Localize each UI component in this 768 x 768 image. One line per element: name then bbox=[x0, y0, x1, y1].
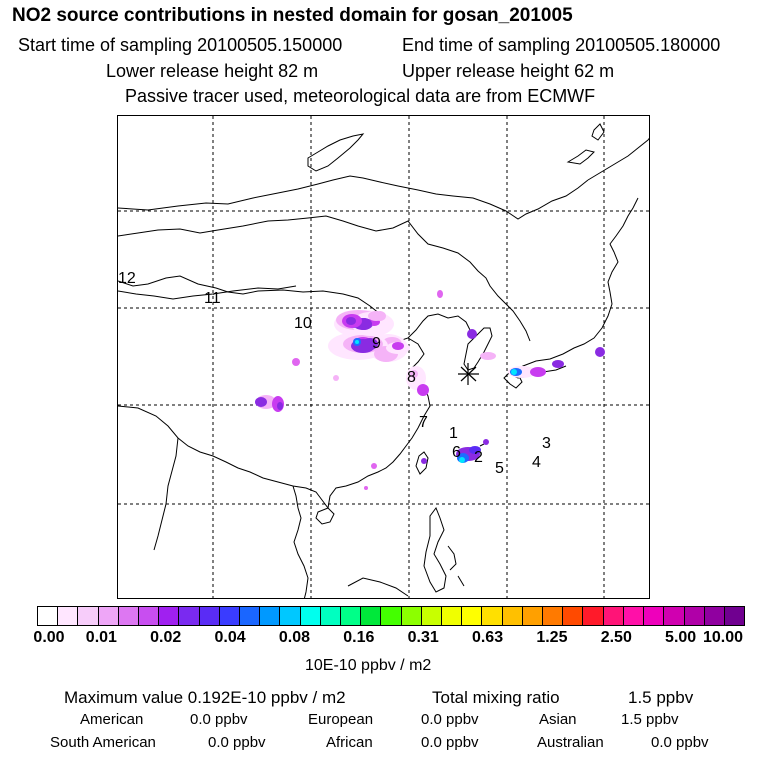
color-scale-segment bbox=[482, 607, 503, 625]
color-scale-segment bbox=[421, 607, 443, 625]
plume-contributions bbox=[255, 290, 605, 490]
traj-label: 9 bbox=[372, 335, 381, 352]
region-value: 0.0 ppbv bbox=[421, 734, 479, 751]
region-value: 0.0 ppbv bbox=[421, 711, 479, 728]
color-scale-label: 0.08 bbox=[278, 629, 311, 646]
map-panel: 1 2 3 4 5 6 7 8 9 10 11 12 bbox=[117, 115, 650, 599]
region-value: 0.0 ppbv bbox=[190, 711, 248, 728]
traj-label: 10 bbox=[294, 315, 312, 332]
region-value: 0.0 ppbv bbox=[208, 734, 266, 751]
total-mixing-ratio-label: Total mixing ratio bbox=[432, 688, 560, 707]
color-scale-segment bbox=[139, 607, 160, 625]
color-scale-segment bbox=[199, 607, 220, 625]
color-scale-label: 5.00 bbox=[665, 629, 697, 646]
color-scale-segment bbox=[58, 607, 79, 625]
color-scale-segment bbox=[98, 607, 119, 625]
color-scale-segment bbox=[583, 607, 604, 625]
color-scale-label: 0.31 bbox=[407, 629, 439, 646]
color-scale-segment bbox=[563, 607, 584, 625]
tracer-note: Passive tracer used, meteorological data… bbox=[125, 86, 596, 106]
color-scale-label: 0.63 bbox=[471, 629, 504, 646]
color-scale-segment bbox=[502, 607, 523, 625]
region-name: Australian bbox=[537, 734, 604, 751]
color-scale-segment bbox=[38, 607, 59, 625]
color-scale-segment bbox=[522, 607, 544, 625]
traj-label: 1 bbox=[449, 425, 458, 442]
color-scale-segment bbox=[361, 607, 382, 625]
region-name: African bbox=[326, 734, 373, 751]
color-scale-segment bbox=[724, 607, 745, 625]
traj-label: 8 bbox=[407, 369, 416, 386]
color-scale-label: 0.16 bbox=[343, 629, 375, 646]
color-scale-label: 0.00 bbox=[33, 629, 65, 646]
region-name: South American bbox=[50, 734, 156, 751]
color-scale-units: 10E-10 ppbv / m2 bbox=[305, 657, 432, 674]
color-scale-segment bbox=[442, 607, 463, 625]
color-scale-segment bbox=[543, 607, 564, 625]
color-scale-segment bbox=[118, 607, 140, 625]
color-scale-segment bbox=[381, 607, 402, 625]
color-scale-segment bbox=[179, 607, 200, 625]
color-scale-segment bbox=[462, 607, 483, 625]
color-scale-segment bbox=[341, 607, 362, 625]
traj-label: 2 bbox=[474, 449, 483, 466]
traj-label: 7 bbox=[419, 414, 428, 431]
color-scale-segment bbox=[78, 607, 99, 625]
max-value: Maximum value 0.192E-10 ppbv / m2 bbox=[64, 688, 346, 707]
color-scale-segment bbox=[280, 607, 301, 625]
traj-label: 3 bbox=[542, 435, 551, 452]
color-scale-segment bbox=[320, 607, 342, 625]
color-scale-segment bbox=[219, 607, 241, 625]
coastlines bbox=[118, 123, 649, 598]
color-scale-label: 2.50 bbox=[600, 629, 632, 646]
color-scale-segment bbox=[684, 607, 705, 625]
color-scale-segment bbox=[159, 607, 180, 625]
color-scale-segment bbox=[240, 607, 261, 625]
asterisk-star-icon bbox=[458, 363, 479, 385]
traj-label: 12 bbox=[118, 270, 136, 287]
color-scale-segment bbox=[623, 607, 645, 625]
region-name: Asian bbox=[539, 711, 577, 728]
traj-label: 6 bbox=[452, 444, 461, 461]
color-scale-label: 0.01 bbox=[85, 629, 117, 646]
region-value: 1.5 ppbv bbox=[621, 711, 679, 728]
color-scale-label: 10.00 bbox=[702, 629, 744, 646]
region-name: European bbox=[308, 711, 374, 728]
color-scale-segment bbox=[401, 607, 422, 625]
start-time: Start time of sampling 20100505.150000 bbox=[18, 35, 343, 55]
color-scale-segment bbox=[704, 607, 725, 625]
color-scale-segment bbox=[300, 607, 321, 625]
region-name: American bbox=[80, 711, 144, 728]
lower-release-height: Lower release height 82 m bbox=[106, 61, 319, 81]
color-scale-label: 1.25 bbox=[536, 629, 568, 646]
traj-label: 4 bbox=[532, 454, 541, 471]
page-title: NO2 source contributions in nested domai… bbox=[12, 5, 573, 26]
color-scale-label: 0.04 bbox=[214, 629, 246, 646]
upper-release-height: Upper release height 62 m bbox=[402, 61, 615, 81]
map-canvas: 1 2 3 4 5 6 7 8 9 10 11 12 bbox=[118, 116, 649, 598]
region-value: 0.0 ppbv bbox=[651, 734, 709, 751]
traj-label: 11 bbox=[204, 290, 221, 307]
color-scale-bar bbox=[37, 606, 745, 626]
color-scale-segment bbox=[260, 607, 281, 625]
color-scale-segment bbox=[603, 607, 624, 625]
color-scale-label: 0.02 bbox=[150, 629, 182, 646]
lat-lon-grid bbox=[118, 116, 649, 598]
traj-label: 5 bbox=[495, 460, 504, 477]
total-mixing-ratio-value: 1.5 ppbv bbox=[628, 688, 694, 707]
end-time: End time of sampling 20100505.180000 bbox=[402, 35, 721, 55]
color-scale-segment bbox=[664, 607, 685, 625]
color-scale-segment bbox=[644, 607, 665, 625]
trajectory-labels: 1 2 3 4 5 6 7 8 9 10 11 12 bbox=[118, 270, 551, 477]
